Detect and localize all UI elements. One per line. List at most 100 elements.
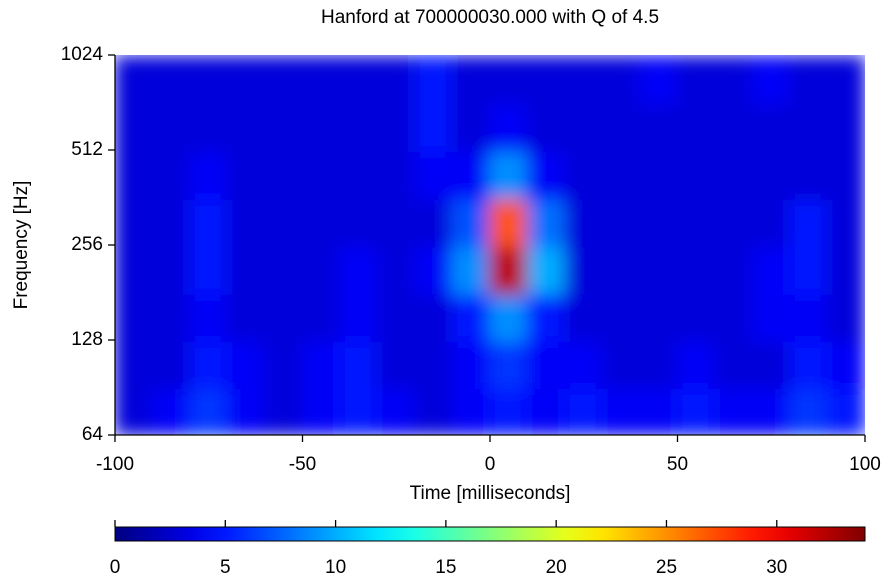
heatmap-cell [301, 197, 341, 248]
heatmap-cell [226, 150, 266, 200]
x-axis-label: Time [milliseconds] [410, 483, 571, 504]
heatmap-cell [789, 339, 829, 390]
heatmap-cell [264, 102, 304, 153]
heatmap-cell [451, 55, 491, 105]
y-tick-label: 128 [71, 329, 103, 350]
heatmap-cell [414, 292, 454, 342]
heatmap-cell [564, 245, 604, 295]
heatmap-cell [639, 102, 679, 153]
heatmap-cell [301, 245, 341, 295]
heatmap-cell [789, 55, 829, 105]
heatmap-cell [564, 150, 604, 200]
heatmap-cell [339, 55, 379, 105]
heatmap-cell [751, 55, 791, 105]
heatmap-cell [339, 197, 379, 248]
heatmap-cell [564, 387, 604, 435]
heatmap-cell [189, 387, 229, 435]
heatmap-cell [339, 245, 379, 295]
heatmap-cell [601, 102, 641, 153]
heatmap-cell [264, 292, 304, 342]
heatmap-cell [526, 292, 566, 342]
heatmap-cell [376, 150, 416, 200]
heatmap-cell [826, 339, 865, 390]
heatmap-cell [639, 245, 679, 295]
heatmap-cell [376, 292, 416, 342]
colorbar-tick-label: 20 [546, 557, 567, 578]
heatmap-cell [826, 245, 865, 295]
heatmap-cell [339, 150, 379, 200]
heatmap-cell [714, 150, 754, 200]
x-tick-label: -100 [96, 454, 134, 475]
colorbar-tick-label: 0 [110, 557, 121, 578]
heatmap-cell [451, 197, 491, 248]
heatmap-cell [414, 339, 454, 390]
heatmap-cell [264, 387, 304, 435]
heatmap-cell [526, 102, 566, 153]
heatmap-cell [489, 102, 529, 153]
heatmap-cell [789, 102, 829, 153]
heatmap-cell [451, 292, 491, 342]
heatmap-cell [676, 102, 716, 153]
heatmap-cell [226, 245, 266, 295]
heatmap-cell [601, 292, 641, 342]
heatmap-cell [676, 55, 716, 105]
heatmap-cell [151, 292, 191, 342]
heatmap-cell [601, 339, 641, 390]
heatmap-cell [526, 197, 566, 248]
heatmap-cell [451, 387, 491, 435]
heatmap-cell [189, 339, 229, 390]
heatmap-cell [489, 197, 529, 248]
heatmap-cell [451, 102, 491, 153]
heatmap-cell [414, 245, 454, 295]
heatmap-cell [676, 339, 716, 390]
heatmap-cell [189, 197, 229, 248]
heatmap-cell [226, 55, 266, 105]
heatmap-cell [789, 150, 829, 200]
heatmap-cell [639, 339, 679, 390]
heatmap-cell [714, 387, 754, 435]
x-tick-label: 100 [849, 454, 881, 475]
heatmap-cell [639, 197, 679, 248]
colorbar-tick-label: 5 [220, 557, 231, 578]
heatmap-cell [826, 150, 865, 200]
heatmap-cell [151, 150, 191, 200]
heatmap-cell [301, 55, 341, 105]
colorbar-tick-label: 25 [656, 557, 677, 578]
heatmap-cell [526, 387, 566, 435]
heatmap-cell [489, 339, 529, 390]
heatmap-cell [189, 55, 229, 105]
heatmap-cell [301, 150, 341, 200]
heatmap-cell [564, 102, 604, 153]
heatmap-cell [676, 387, 716, 435]
heatmap-cell [639, 387, 679, 435]
x-tick-label: 0 [485, 454, 496, 475]
heatmap-cell [639, 150, 679, 200]
heatmap-cell [264, 339, 304, 390]
heatmap-cell [526, 339, 566, 390]
heatmap-cell [601, 55, 641, 105]
heatmap-cell [264, 150, 304, 200]
heatmap-cell [789, 292, 829, 342]
colorbar-tick-label: 30 [766, 557, 787, 578]
heatmap-cell [189, 102, 229, 153]
heatmap-cell [489, 150, 529, 200]
heatmap-cell [489, 55, 529, 105]
heatmap-cell [151, 245, 191, 295]
heatmap-cell [789, 197, 829, 248]
heatmap-cell [826, 55, 865, 105]
heatmap-cell [264, 55, 304, 105]
heatmap-cell [189, 292, 229, 342]
heatmap-cell [115, 150, 154, 200]
y-tick-label: 256 [71, 234, 103, 255]
heatmap-cell [639, 292, 679, 342]
heatmap-cell [526, 150, 566, 200]
heatmap-cell [751, 387, 791, 435]
x-tick-label: 50 [667, 454, 688, 475]
heatmap-cell [714, 292, 754, 342]
heatmap-cell [151, 102, 191, 153]
heatmap-cell [301, 387, 341, 435]
heatmap-cell [151, 339, 191, 390]
heatmap-cell [526, 55, 566, 105]
heatmap-cell [751, 292, 791, 342]
